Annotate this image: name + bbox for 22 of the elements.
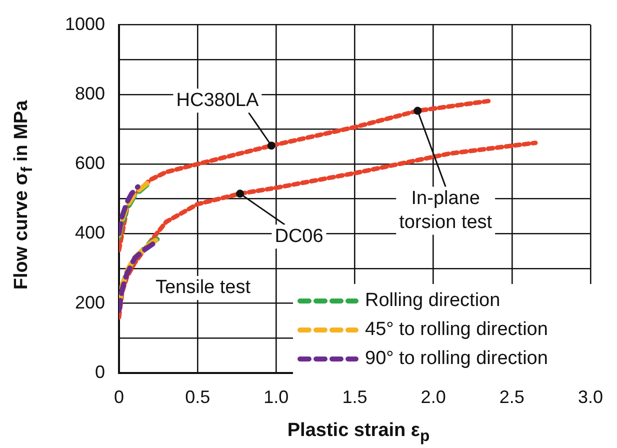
x-tick-label: 0 xyxy=(114,386,124,407)
annotation: Tensile test xyxy=(155,277,252,298)
legend-label: Rolling direction xyxy=(365,290,500,312)
x-tick-label: 2.0 xyxy=(420,386,446,407)
x-tick-label: 3.0 xyxy=(578,386,604,407)
y-tick-label: 800 xyxy=(74,83,105,104)
x-tick-label: 1.0 xyxy=(264,386,289,407)
y-tick-label: 200 xyxy=(74,292,105,312)
y-tick-label: 400 xyxy=(74,222,105,243)
x-tick-label: 0.5 xyxy=(185,386,210,407)
y-tick-label: 600 xyxy=(74,153,105,174)
legend-label: 90° to rolling direction xyxy=(365,348,548,370)
annotation: In-plane torsion test xyxy=(399,188,493,234)
x-axis-title: Plastic strain ε$_{p}$ xyxy=(287,420,430,446)
y-tick-label: 0 xyxy=(94,362,105,382)
y-tick-label: 1000 xyxy=(64,14,105,34)
annotation: DC06 xyxy=(274,226,324,247)
x-tick-label: 1.5 xyxy=(342,386,368,407)
legend-label: 45° to rolling direction xyxy=(365,318,548,340)
line-series xyxy=(119,140,538,320)
annotation: HC380LA xyxy=(176,90,259,111)
x-tick-label: 2.5 xyxy=(499,386,524,407)
